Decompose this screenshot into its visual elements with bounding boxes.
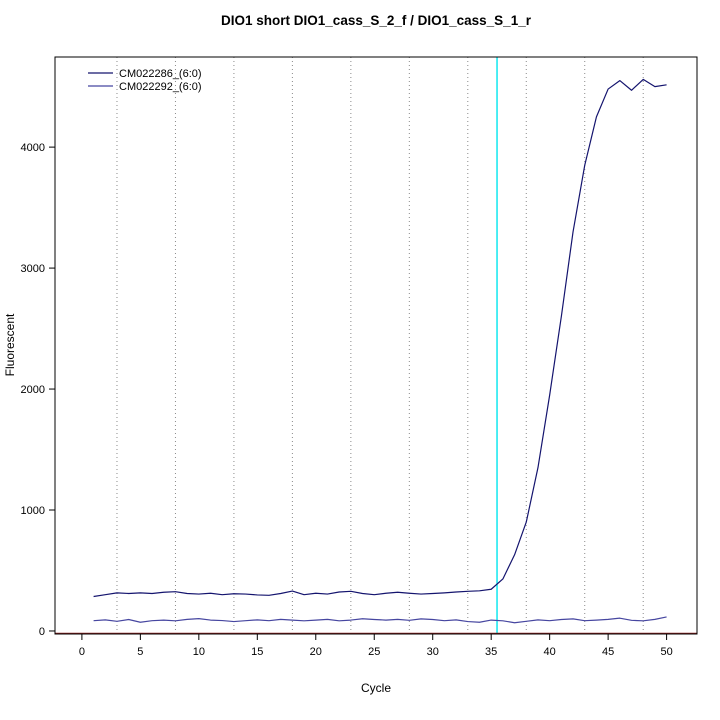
chart-layer: 0 5 10 15 20 25 30 35 40 45 50 0 1000 2000 3000 4000 CM0… <box>21 56 698 658</box>
x-tick-label: 45 <box>602 646 614 658</box>
plot-box <box>54 56 698 635</box>
x-tick-label: 20 <box>310 646 322 658</box>
y-tick-label: 0 <box>39 626 45 638</box>
series-line <box>93 616 667 624</box>
x-tick-label: 25 <box>368 646 380 658</box>
y-tick-label: 3000 <box>21 263 45 275</box>
y-axis-label: Fluorescent <box>3 313 17 376</box>
x-tick-label: 10 <box>193 646 205 658</box>
y-tick-label: 4000 <box>21 142 45 154</box>
x-tick-label: 15 <box>251 646 263 658</box>
y-tick-label: 2000 <box>21 384 45 396</box>
x-axis-label: Cycle <box>361 681 391 695</box>
x-tick-label: 5 <box>137 646 143 658</box>
x-tick-label: 35 <box>485 646 497 658</box>
series-line <box>93 78 667 598</box>
x-tick-label: 30 <box>427 646 439 658</box>
y-tick-label: 1000 <box>21 505 45 517</box>
legend-label: CM022286_(6:0) <box>119 68 202 80</box>
chart-title: DIO1 short DIO1_cass_S_2_f / DIO1_cass_S… <box>221 13 532 28</box>
x-tick-label: 50 <box>660 646 672 658</box>
x-tick-label: 0 <box>79 646 85 658</box>
legend-label: CM022292_(6:0) <box>119 81 202 93</box>
x-tick-label: 40 <box>544 646 556 658</box>
